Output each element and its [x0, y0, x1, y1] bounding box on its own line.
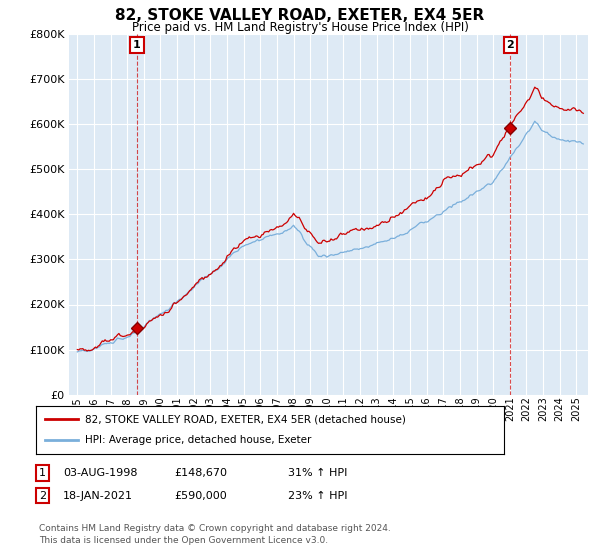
Text: £590,000: £590,000 — [174, 491, 227, 501]
Text: 03-AUG-1998: 03-AUG-1998 — [63, 468, 137, 478]
Text: 82, STOKE VALLEY ROAD, EXETER, EX4 5ER: 82, STOKE VALLEY ROAD, EXETER, EX4 5ER — [115, 8, 485, 24]
Text: 2: 2 — [506, 40, 514, 50]
Text: 18-JAN-2021: 18-JAN-2021 — [63, 491, 133, 501]
Text: 1: 1 — [133, 40, 141, 50]
Text: 23% ↑ HPI: 23% ↑ HPI — [288, 491, 347, 501]
Text: 31% ↑ HPI: 31% ↑ HPI — [288, 468, 347, 478]
Text: Contains HM Land Registry data © Crown copyright and database right 2024.
This d: Contains HM Land Registry data © Crown c… — [39, 524, 391, 545]
Text: Price paid vs. HM Land Registry's House Price Index (HPI): Price paid vs. HM Land Registry's House … — [131, 21, 469, 34]
Text: £148,670: £148,670 — [174, 468, 227, 478]
Text: 82, STOKE VALLEY ROAD, EXETER, EX4 5ER (detached house): 82, STOKE VALLEY ROAD, EXETER, EX4 5ER (… — [85, 414, 406, 424]
Text: 2: 2 — [39, 491, 46, 501]
Text: HPI: Average price, detached house, Exeter: HPI: Average price, detached house, Exet… — [85, 435, 311, 445]
Text: 1: 1 — [39, 468, 46, 478]
